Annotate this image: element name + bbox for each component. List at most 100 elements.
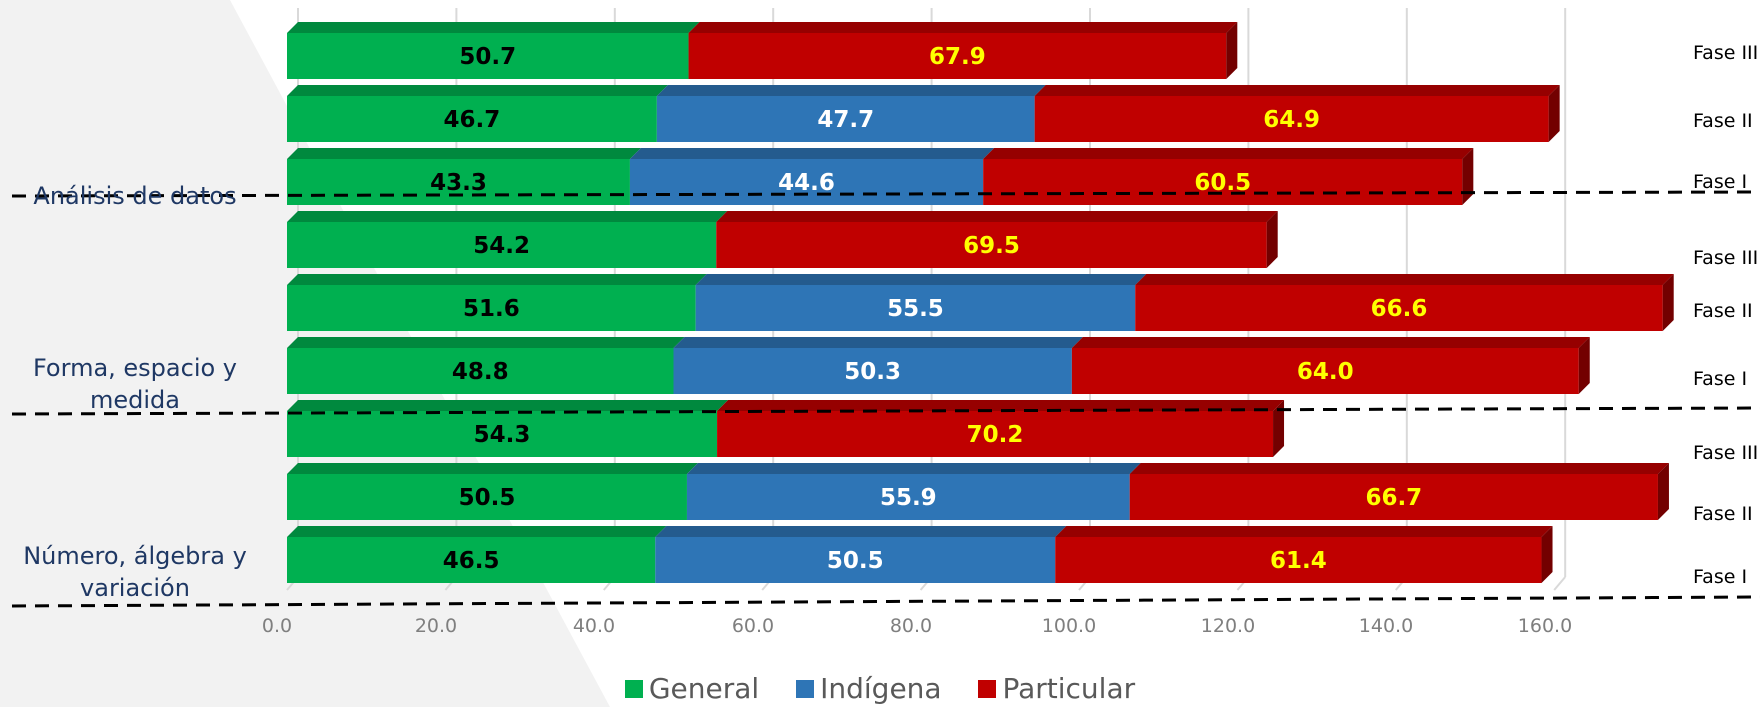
bar-top-general [287,211,728,222]
bar-top-indigena [673,337,1083,348]
bar-side-particular [1273,400,1285,457]
group-divider [11,406,1760,416]
x-tick-label: 140.0 [1358,615,1414,637]
x-tick-label: 160.0 [1517,615,1573,637]
data-label-general: 43.3 [430,170,487,196]
legend-label-particular: Particular [1002,672,1136,705]
category-label-forma-line2: medida [90,386,180,414]
data-label-indigena: 50.3 [844,359,901,385]
legend-swatch-particular [978,680,997,698]
bar-side-particular [1541,526,1553,583]
phase-label: Fase I [1693,368,1748,390]
bar-general [287,222,717,268]
bar-top-indigena [686,463,1141,474]
bar-side-particular [1226,22,1238,79]
data-label-indigena: 55.5 [887,296,944,322]
bar-top-indigena [629,148,995,159]
bar-top-general [287,337,685,348]
bar-side-particular [1462,148,1474,205]
legend-label-indigena: Indígena [820,672,942,705]
bar-particular [688,33,1227,79]
data-label-indigena: 44.6 [778,170,835,196]
bar-particular [1129,474,1658,520]
bar-indigena [686,474,1130,520]
bar-particular [717,411,1274,457]
x-tick-label: 40.0 [572,615,616,637]
bar-top-indigena [655,526,1067,537]
bar-top-general [287,526,667,537]
phase-label: Fase II [1693,300,1753,322]
group-divider [11,190,1760,198]
phase-label: Fase III [1693,247,1759,269]
data-label-particular: 61.4 [1270,548,1327,574]
data-label-indigena: 55.9 [880,485,937,511]
legend-item-indigena: Indígena [796,672,942,705]
bar-side-particular [1578,337,1590,394]
bar-top-particular [983,148,1474,159]
bar-top-particular [1129,463,1669,474]
legend-swatch-indigena [796,680,815,698]
bar-indigena [655,537,1056,583]
bar-top-particular [716,211,1278,222]
phase-label: Fase III [1693,442,1759,464]
bar-top-general [287,85,668,96]
phase-label: Fase II [1693,503,1753,525]
data-label-particular: 60.5 [1194,170,1251,196]
bar-general [287,96,657,142]
data-label-general: 54.2 [473,233,530,259]
bar-general [287,159,630,205]
x-tick-label: 60.0 [731,615,775,637]
bar-indigena [673,348,1072,394]
data-label-particular: 66.6 [1371,296,1428,322]
x-tick-label: 0.0 [261,615,293,637]
data-label-general: 48.8 [452,359,509,385]
category-label-analisis: Análisis de datos [10,178,260,214]
bar-general [287,474,687,520]
data-label-indigena: 47.7 [817,107,874,133]
data-label-general: 54.3 [474,422,531,448]
chart-legend: General Indígena Particular [0,672,1760,705]
bar-top-general [287,400,729,411]
data-label-general: 50.5 [459,485,516,511]
bar-top-particular [1034,85,1560,96]
group-divider [11,595,1760,608]
bar-particular [1135,285,1663,331]
bar-side-particular [1266,211,1278,268]
bar-top-general [287,274,707,285]
bar-indigena [629,159,984,205]
gridline-base [1553,576,1566,591]
bar-top-particular [717,400,1285,411]
bar-particular [1055,537,1542,583]
bar-top-indigena [695,274,1147,285]
bar-general [287,33,689,79]
data-label-general: 46.5 [443,548,500,574]
phase-label: Fase I [1693,171,1748,193]
legend-label-general: General [648,672,760,705]
data-label-general: 51.6 [463,296,520,322]
bar-top-general [287,463,698,474]
bar-side-particular [1662,274,1674,331]
data-label-particular: 64.0 [1297,359,1354,385]
data-label-particular: 70.2 [967,422,1024,448]
bar-general [287,285,696,331]
data-label-indigena: 50.5 [827,548,884,574]
bar-top-general [287,148,641,159]
data-label-particular: 69.5 [963,233,1020,259]
bar-particular [716,222,1267,268]
bar-top-general [287,22,700,33]
legend-swatch-general [624,680,643,698]
bar-top-particular [1071,337,1590,348]
bar-side-particular [1657,463,1669,520]
bar-side-particular [1548,85,1560,142]
category-label-numero-line1: Número, álgebra y [23,542,247,570]
bar-top-particular [1055,526,1553,537]
phase-label: Fase II [1693,110,1753,132]
data-label-particular: 66.7 [1365,485,1422,511]
phase-label: Fase I [1693,566,1748,588]
bar-particular [983,159,1463,205]
bar-top-indigena [656,85,1046,96]
category-label-analisis-text: Análisis de datos [33,182,237,210]
x-tick-label: 20.0 [414,615,458,637]
legend-item-particular: Particular [978,672,1135,705]
